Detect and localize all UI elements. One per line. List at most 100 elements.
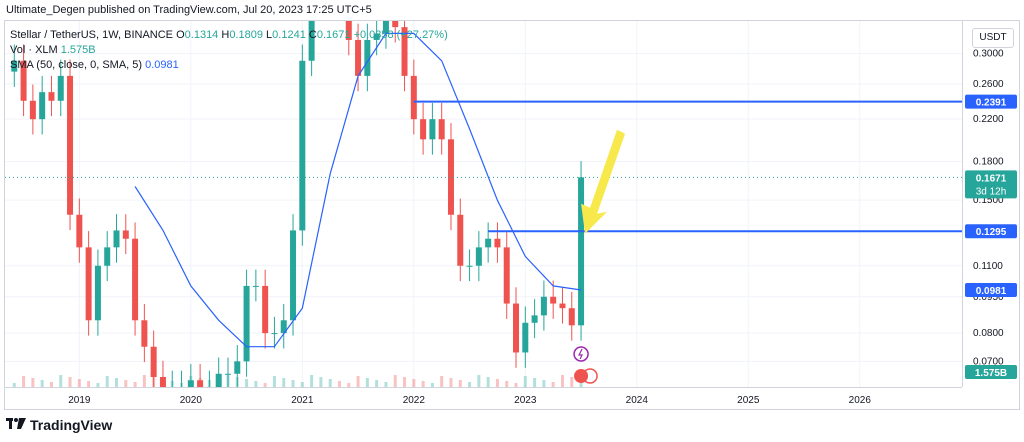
volume-bar	[523, 376, 527, 387]
volume-bar	[133, 382, 137, 387]
volume-badge: 1.575B	[965, 365, 1017, 379]
symbol-row[interactable]: Stellar / TetherUS, 1W, BINANCE O0.1314 …	[10, 28, 448, 43]
level-high-badge: 0.2391	[965, 94, 1017, 109]
volume-bar	[272, 376, 276, 387]
volume-bar	[77, 379, 81, 387]
price-scale[interactable]: 0.3000 0.2600 0.2200 0.1800 0.1500 0.1100 0.09…	[962, 21, 1020, 387]
footer-brand: TradingView	[6, 417, 112, 433]
sma-badge-bg	[965, 282, 1017, 297]
candle-body	[373, 33, 380, 40]
candle-body	[141, 320, 148, 347]
candle-body	[197, 380, 204, 387]
current-price-badge-text: 0.1671	[976, 173, 1007, 184]
candle-body	[485, 238, 492, 248]
volume-bar	[412, 379, 416, 387]
price-chart[interactable]	[5, 21, 962, 387]
volume-bar	[300, 382, 304, 387]
candle-body	[29, 100, 36, 120]
published-info: Ultimate_Degen published on TradingView.…	[6, 4, 372, 16]
candle-body	[67, 75, 74, 215]
volume-bar	[356, 376, 360, 387]
ohlc-low-label: L	[266, 29, 273, 41]
volume-bar	[533, 378, 537, 387]
ohlc-change: +0.0358 (+27.27%)	[353, 29, 448, 41]
candle-body	[420, 119, 427, 140]
volume-bar	[570, 377, 574, 387]
candle-body	[57, 75, 64, 101]
candle-body	[187, 380, 194, 387]
volume-bar	[105, 376, 109, 387]
y-tick-label: 0.0950	[973, 292, 1004, 303]
volume-bar	[12, 383, 16, 387]
volume-bar	[468, 382, 472, 387]
volume-bar	[310, 375, 314, 387]
candle-body	[150, 346, 157, 378]
volume-bar	[347, 383, 351, 387]
candle-body	[355, 39, 362, 76]
volume-bar	[560, 375, 564, 387]
candle-body	[513, 303, 520, 353]
candle-body	[262, 285, 269, 334]
candle-body	[382, 21, 389, 34]
ohlc-high: 0.1809	[229, 29, 263, 41]
candle-body	[392, 21, 399, 28]
current-price-badge: 0.1671 3d 12h	[965, 170, 1017, 199]
volume-row[interactable]: Vol · XLM 1.575B	[10, 43, 448, 58]
candle-body	[438, 119, 445, 140]
candle-body	[243, 285, 250, 362]
price-scale-svg[interactable]: 0.3000 0.2600 0.2200 0.1800 0.1500 0.1100 0.09…	[963, 21, 1020, 387]
volume-bar	[49, 382, 53, 387]
sma-row[interactable]: SMA (50, close, 0, SMA, 5) 0.0981	[10, 58, 448, 73]
volume-bar	[96, 383, 100, 387]
y-tick-label: 0.2200	[973, 114, 1004, 125]
footer-brand-label: TradingView	[30, 417, 113, 433]
volume-bar	[542, 380, 546, 387]
candle-body	[20, 60, 27, 101]
level-high-badge-bg	[965, 94, 1017, 109]
candle-body	[290, 230, 297, 321]
chart-legend: Stellar / TetherUS, 1W, BINANCE O0.1314 …	[10, 28, 448, 73]
time-axis-svg[interactable]: 2019 2020 2021 2022 2023 2024 2025 2026	[5, 388, 962, 410]
volume-bar	[40, 380, 44, 387]
candle-body	[503, 247, 510, 304]
volume-bar	[142, 375, 146, 387]
level-high-badge-text: 0.2391	[976, 98, 1007, 109]
candle-body	[466, 265, 473, 267]
countdown-badge-text: 3d 12h	[976, 186, 1007, 197]
candle-body	[531, 315, 538, 323]
annotation-arrow	[581, 129, 626, 234]
currency-unit-button[interactable]: USDT	[972, 28, 1014, 48]
candle-body	[494, 238, 501, 248]
candle-body	[550, 296, 557, 304]
candle-body	[522, 322, 529, 353]
volume-bar	[375, 380, 379, 387]
symbol-title[interactable]: Stellar / TetherUS, 1W, BINANCE	[10, 29, 174, 41]
ohlc-close: 0.1671	[316, 29, 351, 41]
candle-body	[568, 308, 575, 326]
volume-bar	[384, 382, 388, 387]
candle-body	[224, 373, 231, 375]
candle-body	[159, 377, 166, 387]
x-tick-label: 2024	[626, 395, 649, 406]
candle-body	[578, 177, 585, 326]
volume-bar	[514, 383, 518, 387]
candle-body	[215, 373, 222, 387]
candle-body	[429, 119, 436, 140]
level-low-badge: 0.1295	[965, 224, 1017, 239]
ohlc-open: 0.1314	[184, 29, 219, 41]
volume-bar	[245, 379, 249, 387]
volume-bar	[403, 377, 407, 387]
candle-body	[39, 92, 46, 120]
y-tick-label: 0.0800	[973, 328, 1004, 339]
plot-area[interactable]	[5, 21, 962, 387]
x-tick-label: 2025	[737, 395, 760, 406]
volume-value: 1.575B	[60, 44, 96, 56]
candle-body	[271, 333, 278, 335]
volume-bar	[282, 378, 286, 387]
volume-badge-text: 1.575B	[975, 368, 1007, 379]
candle-body	[475, 247, 482, 266]
volume-bar	[551, 382, 555, 387]
volume-bar	[458, 380, 462, 387]
time-axis[interactable]: 2019 2020 2021 2022 2023 2024 2025 2026	[5, 387, 962, 410]
level-low-badge-text: 0.1295	[976, 227, 1007, 238]
